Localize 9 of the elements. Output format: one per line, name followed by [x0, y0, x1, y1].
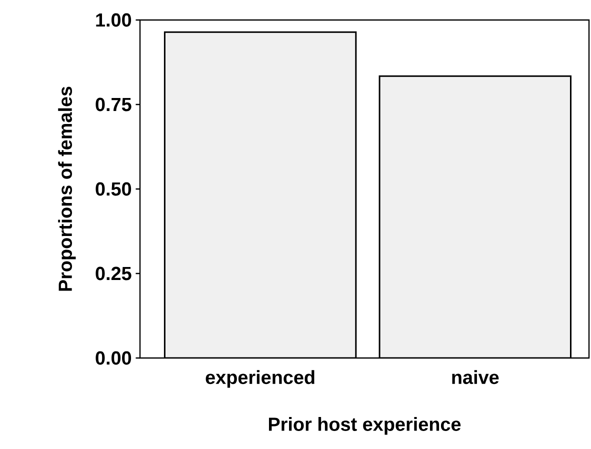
- y-axis-title: Proportions of females: [58, 86, 76, 291]
- y-tick-label: 0.75: [96, 98, 132, 112]
- y-tick-label: 0.50: [96, 182, 132, 196]
- y-tick-label: 1.00: [96, 13, 132, 27]
- x-axis-title: Prior host experience: [268, 417, 461, 435]
- y-tick-label: 0.25: [96, 266, 132, 280]
- y-tick-label: 0.00: [96, 351, 132, 365]
- x-tick-label: experienced: [206, 370, 314, 388]
- x-tick-label: naive: [452, 370, 499, 384]
